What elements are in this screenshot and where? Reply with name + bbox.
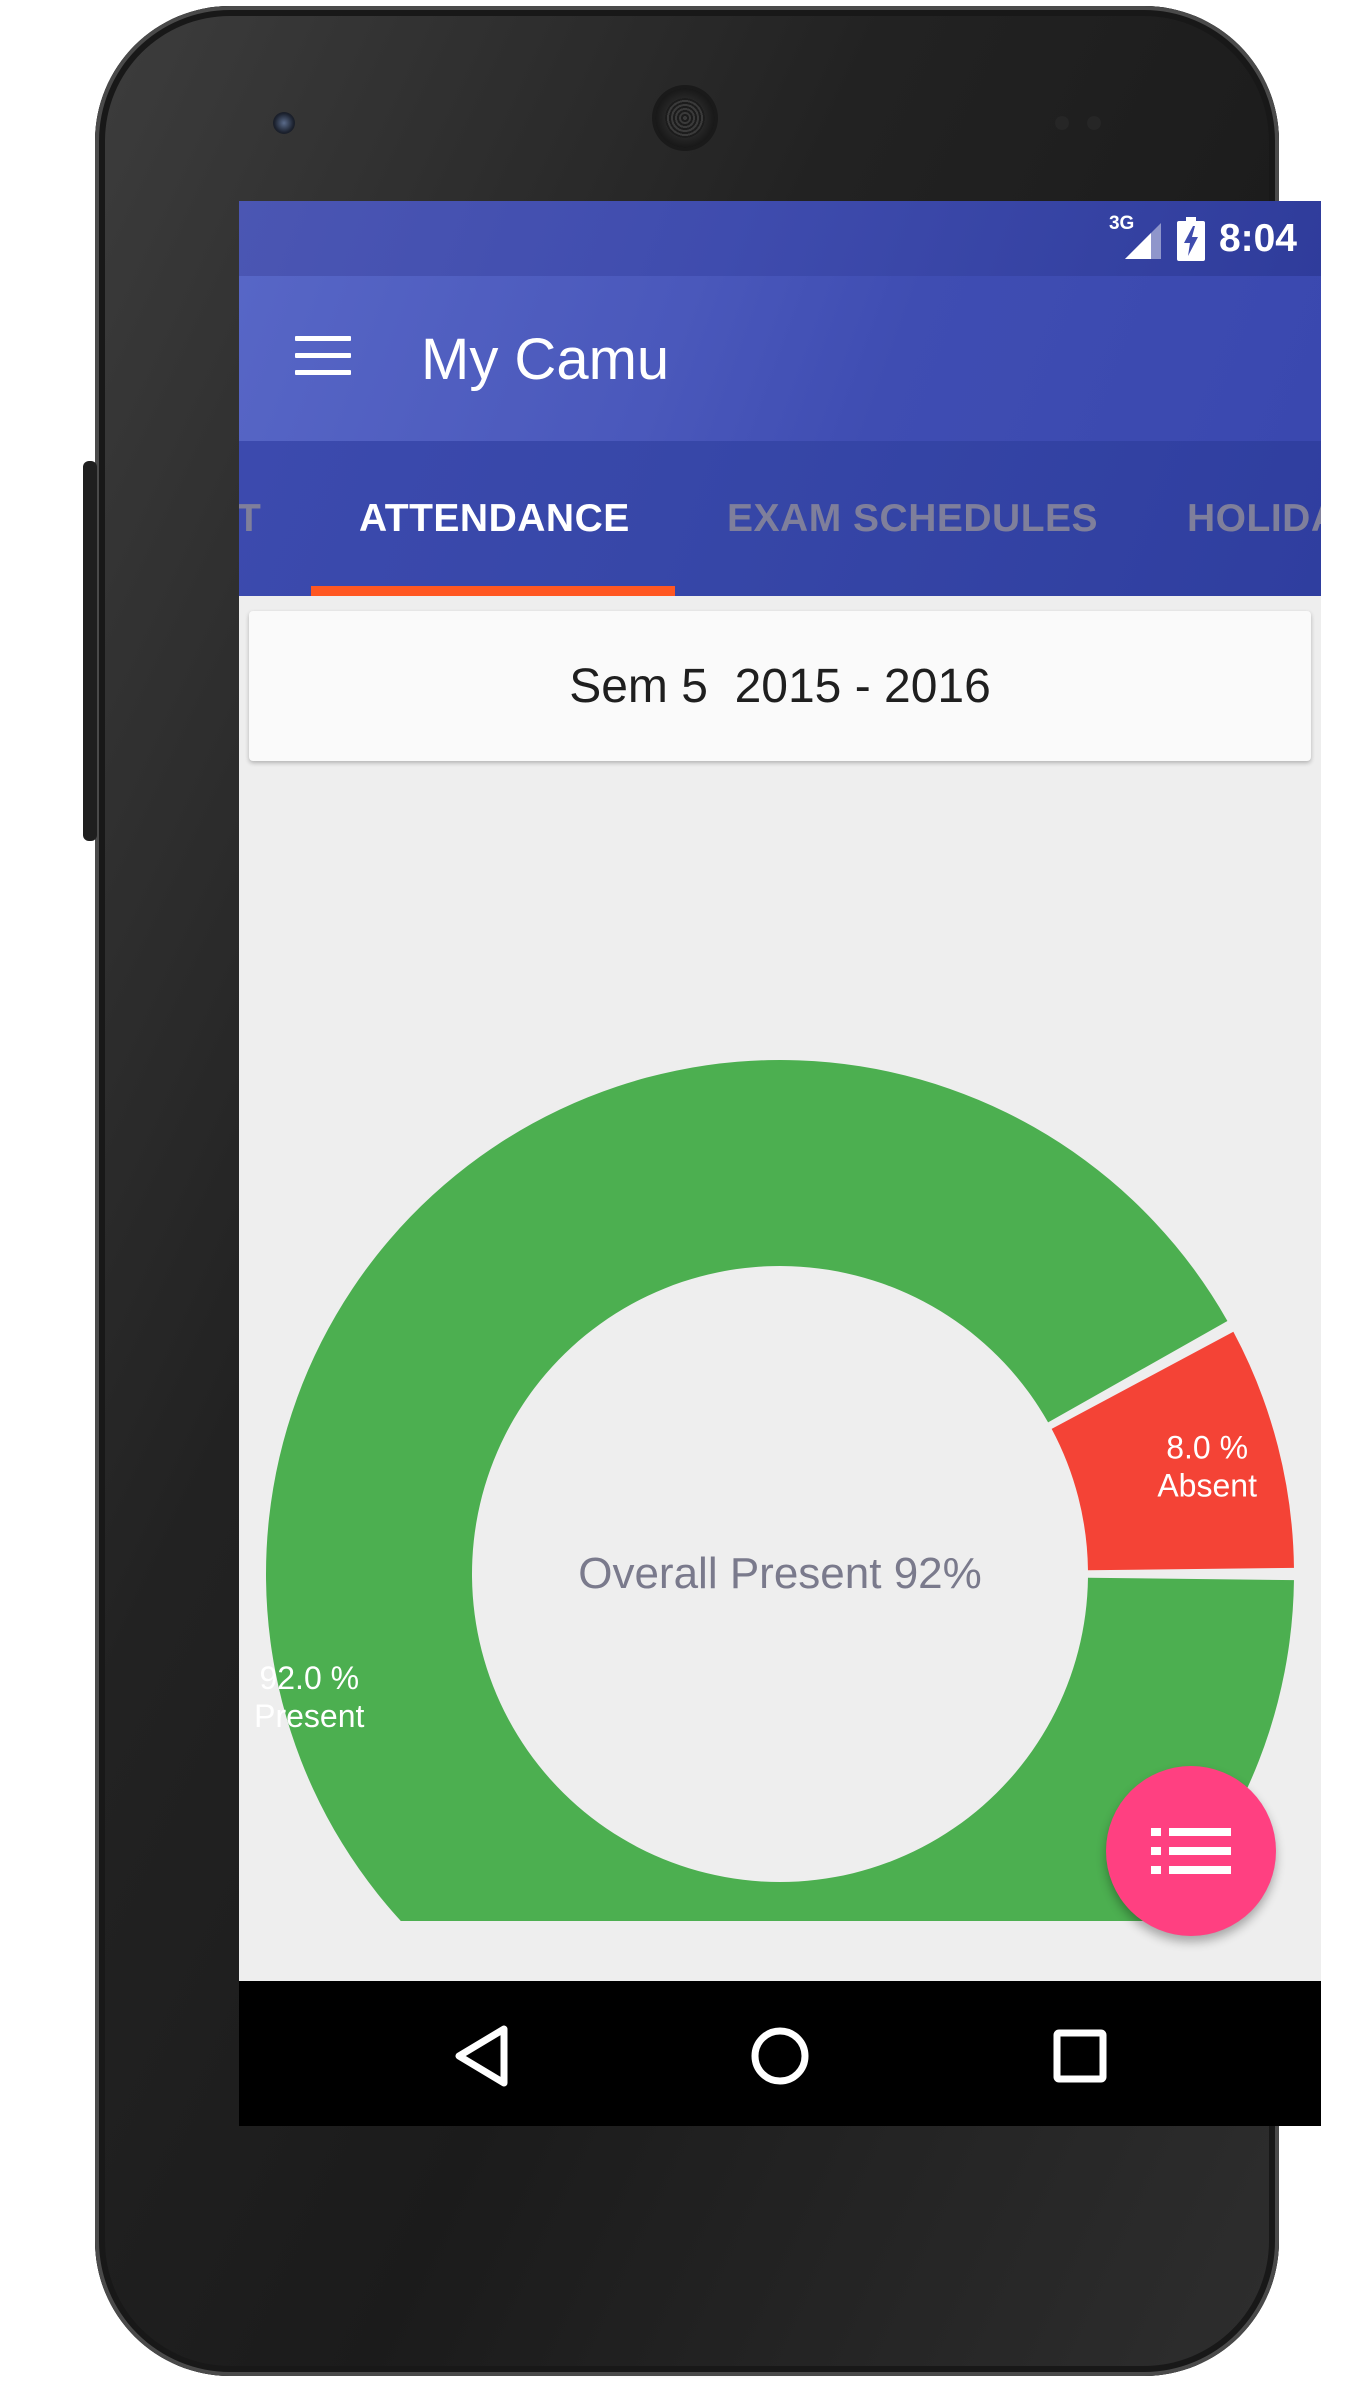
back-icon[interactable]	[449, 2021, 519, 2091]
tab-previous[interactable]: T	[239, 497, 262, 540]
donut-svg: 92.0 %Present 8.0 %Absent Overall Present …	[254, 1060, 1294, 1921]
semester-selector[interactable]: Sem 5 2015 - 2016	[249, 611, 1311, 761]
phone-frame: 3G 8:04 My Camu T	[83, 6, 1321, 2376]
slice-value-label-present: 92.0 %	[259, 1660, 359, 1696]
network-type: 3G	[1108, 213, 1135, 234]
battery-charging-icon	[1176, 217, 1205, 261]
navigation-bar	[239, 1981, 1321, 2126]
proximity-sensor	[1055, 116, 1069, 130]
screen: 3G 8:04 My Camu T	[239, 201, 1321, 2126]
app-title: My Camu	[421, 327, 670, 392]
front-camera	[273, 112, 295, 134]
clock: 8:04	[1218, 217, 1297, 260]
tab-holidays[interactable]: HOLIDA	[1187, 497, 1321, 540]
tab-attendance[interactable]: ATTENDANCE	[359, 497, 630, 540]
menu-icon[interactable]	[295, 336, 351, 376]
recents-icon[interactable]	[1045, 2021, 1115, 2091]
chart-center-label: Overall Present 92%	[578, 1549, 982, 1598]
volume-button	[83, 461, 97, 841]
tab-indicator	[311, 586, 675, 596]
slice-absent[interactable]	[1051, 1331, 1294, 1571]
semester-label: Sem 5 2015 - 2016	[569, 659, 991, 713]
signal-icon: 3G	[1109, 213, 1163, 261]
light-sensor	[1087, 116, 1101, 130]
list-fab-button[interactable]	[1106, 1766, 1276, 1936]
status-icons: 3G 8:04	[1109, 213, 1297, 263]
list-icon	[1151, 1828, 1231, 1874]
app-bar: My Camu	[239, 276, 1321, 441]
slice-value-label-absent: 8.0 %	[1166, 1429, 1248, 1465]
slice-name-label-present: Present	[254, 1698, 364, 1734]
slice-name-label-absent: Absent	[1157, 1467, 1257, 1503]
tab-bar: T ATTENDANCE EXAM SCHEDULES HOLIDA	[239, 441, 1321, 596]
status-bar: 3G 8:04	[239, 201, 1321, 276]
attendance-donut-chart: 92.0 % Present 8.0 % Absent Overall Present …	[239, 801, 1321, 1921]
home-icon[interactable]	[745, 2021, 815, 2091]
earpiece-speaker	[655, 88, 715, 148]
slice-present[interactable]	[266, 1060, 1294, 1921]
tab-exam-schedules[interactable]: EXAM SCHEDULES	[727, 497, 1099, 540]
